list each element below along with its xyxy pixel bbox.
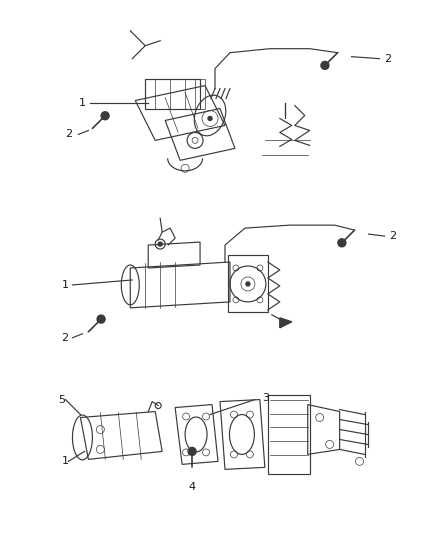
Circle shape: [208, 117, 212, 120]
Circle shape: [188, 447, 196, 455]
Text: 2: 2: [65, 130, 72, 140]
Text: 4: 4: [188, 482, 196, 492]
Polygon shape: [280, 318, 292, 328]
Circle shape: [321, 61, 329, 69]
Text: 1: 1: [78, 98, 85, 108]
Circle shape: [338, 239, 346, 247]
Circle shape: [246, 282, 250, 286]
Text: 3: 3: [262, 393, 269, 402]
Text: 1: 1: [61, 456, 68, 466]
Circle shape: [101, 112, 109, 120]
Text: 5: 5: [59, 394, 66, 405]
Circle shape: [97, 315, 105, 323]
Text: 2: 2: [385, 54, 392, 63]
Text: 2: 2: [389, 231, 396, 241]
Circle shape: [158, 242, 162, 246]
Text: 2: 2: [61, 333, 68, 343]
Text: 1: 1: [61, 280, 68, 290]
